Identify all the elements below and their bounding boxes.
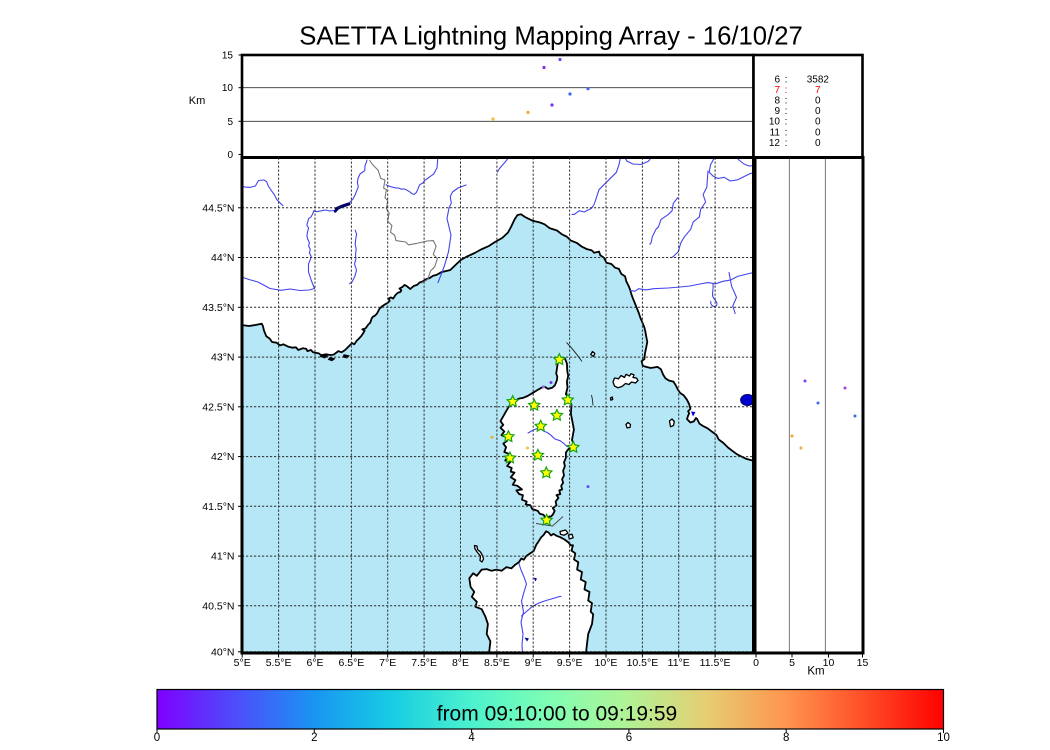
svg-text:5: 5 <box>227 117 233 128</box>
svg-text:42°N: 42°N <box>211 451 234 463</box>
svg-text:41°N: 41°N <box>211 551 234 563</box>
svg-text:6: 6 <box>774 75 780 86</box>
svg-text:41.5°N: 41.5°N <box>202 501 234 513</box>
svg-text:10.5°E: 10.5°E <box>627 657 659 669</box>
svg-text::: : <box>785 127 788 138</box>
svg-text:7: 7 <box>815 85 821 96</box>
svg-text:3582: 3582 <box>807 75 830 86</box>
svg-text:9°E: 9°E <box>525 657 542 669</box>
svg-text::: : <box>785 75 788 86</box>
svg-text:43.5°N: 43.5°N <box>202 302 234 314</box>
svg-text:0: 0 <box>154 732 160 744</box>
svg-text:40.5°N: 40.5°N <box>202 600 234 612</box>
svg-text:11: 11 <box>770 127 781 138</box>
svg-text:from 09:10:00 to 09:19:59: from 09:10:00 to 09:19:59 <box>437 703 678 726</box>
svg-text:Km: Km <box>189 95 206 107</box>
svg-text:9: 9 <box>774 106 780 117</box>
svg-text::: : <box>785 96 788 107</box>
svg-text:9.5°E: 9.5°E <box>557 657 583 669</box>
svg-text:7: 7 <box>774 85 780 96</box>
svg-text:2: 2 <box>311 732 317 744</box>
svg-text:43°N: 43°N <box>211 352 234 364</box>
svg-text::: : <box>785 138 788 149</box>
svg-text:Km: Km <box>807 666 824 678</box>
svg-text:0: 0 <box>815 96 821 107</box>
svg-text:0: 0 <box>815 127 821 138</box>
svg-text:15: 15 <box>857 657 869 669</box>
svg-text:8: 8 <box>783 732 789 744</box>
svg-text:7.5°E: 7.5°E <box>411 657 437 669</box>
svg-text:44°N: 44°N <box>211 252 234 264</box>
svg-text:10: 10 <box>937 732 950 744</box>
svg-text:10°E: 10°E <box>595 657 618 669</box>
svg-text:0: 0 <box>815 138 821 149</box>
svg-text:6°E: 6°E <box>306 657 323 669</box>
svg-text:10: 10 <box>823 657 835 669</box>
svg-text:0: 0 <box>815 117 821 128</box>
svg-text:SAETTA Lightning Mapping Array: SAETTA Lightning Mapping Array - 16/10/2… <box>299 23 803 51</box>
svg-text:10: 10 <box>769 117 781 128</box>
svg-text:11°E: 11°E <box>668 657 690 669</box>
svg-text::: : <box>785 106 788 117</box>
svg-text:0: 0 <box>815 106 821 117</box>
svg-text:11.5°E: 11.5°E <box>700 657 731 669</box>
svg-text:0: 0 <box>227 150 233 161</box>
svg-text::: : <box>785 85 788 96</box>
svg-text:44.5°N: 44.5°N <box>202 202 234 214</box>
svg-text:8: 8 <box>774 96 780 107</box>
svg-text:10: 10 <box>222 83 234 94</box>
svg-text:0: 0 <box>753 657 759 669</box>
svg-text:12: 12 <box>769 138 781 149</box>
svg-text:6: 6 <box>626 732 632 744</box>
svg-text:4: 4 <box>468 732 475 744</box>
svg-text:42.5°N: 42.5°N <box>202 401 234 413</box>
svg-text:5: 5 <box>789 657 795 669</box>
svg-text:7°E: 7°E <box>379 657 396 669</box>
svg-text:5.5°E: 5.5°E <box>266 657 292 669</box>
svg-text:40°N: 40°N <box>211 646 234 658</box>
svg-text:8.5°E: 8.5°E <box>484 657 510 669</box>
svg-text:15: 15 <box>222 51 234 62</box>
svg-text:8°E: 8°E <box>452 657 469 669</box>
svg-text:6.5°E: 6.5°E <box>338 657 364 669</box>
svg-text::: : <box>785 117 788 128</box>
svg-text:5°E: 5°E <box>234 657 251 669</box>
